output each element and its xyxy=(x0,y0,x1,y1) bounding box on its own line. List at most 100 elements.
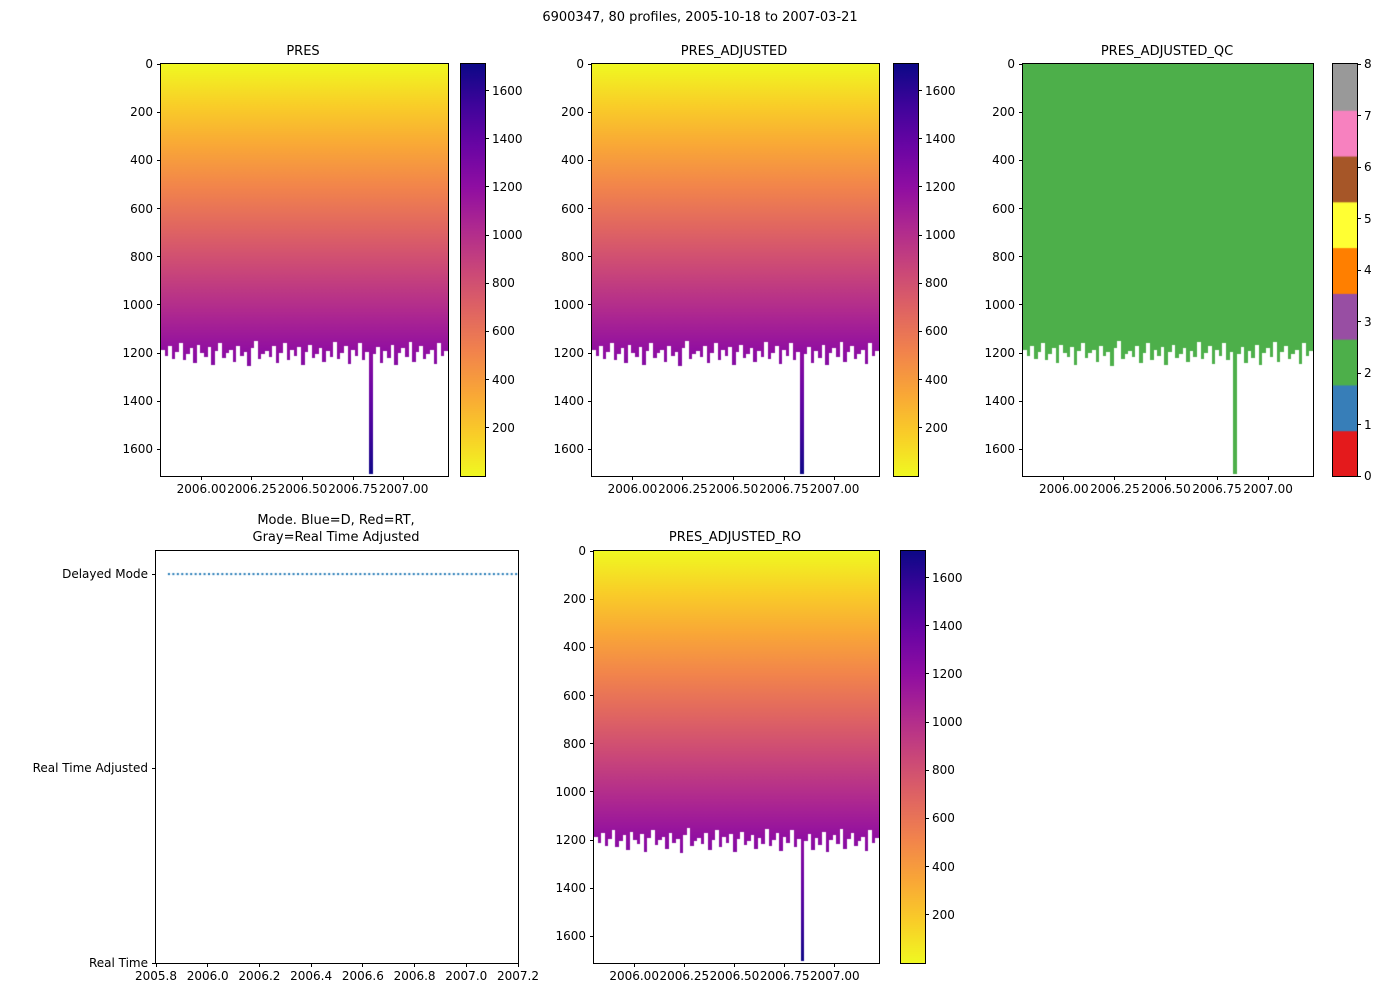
tick-mark xyxy=(925,914,929,916)
tick-mark xyxy=(517,963,519,967)
tick-mark xyxy=(1216,476,1218,480)
tick-mark xyxy=(485,427,489,429)
tick-mark xyxy=(590,695,594,697)
tick-mark xyxy=(631,476,633,480)
tick-label: 2006.50 xyxy=(1141,482,1191,496)
pres-colorbar: 200 400 600 800 1000 1200 1400 1600 xyxy=(460,63,523,477)
tick-mark xyxy=(918,186,922,188)
tick-mark xyxy=(918,138,922,140)
tick-label: 600 xyxy=(992,201,1015,216)
tick-mark xyxy=(1357,424,1361,425)
tick-mark xyxy=(918,90,922,91)
tick-mark xyxy=(1357,218,1361,219)
tick-label: 600 xyxy=(925,324,948,339)
tick-label: 200 xyxy=(561,105,584,120)
tick-mark xyxy=(157,208,161,210)
tick-mark xyxy=(588,159,592,161)
pres-colorbar-canvas xyxy=(461,64,485,476)
tick-mark xyxy=(157,304,161,306)
tick-mark xyxy=(1357,475,1361,477)
tick-label: 200 xyxy=(992,105,1015,120)
pres-adjusted-title: PRES_ADJUSTED xyxy=(680,44,788,59)
tick-mark xyxy=(485,90,489,91)
tick-label: 1000 xyxy=(932,715,963,730)
tick-label: 7 xyxy=(1364,108,1372,123)
tick-mark xyxy=(1019,352,1023,354)
tick-mark xyxy=(590,887,594,889)
tick-label: 0 xyxy=(145,57,153,71)
tick-mark xyxy=(633,963,635,967)
tick-mark xyxy=(485,234,489,236)
tick-mark xyxy=(1357,321,1361,322)
tick-mark xyxy=(157,111,161,113)
tick-label: 2007.00 xyxy=(378,482,429,496)
tick-label: 2006.0 xyxy=(186,969,229,983)
tick-label: 1200 xyxy=(553,346,584,361)
pres-adjusted-qc-colorbar-canvas xyxy=(1333,64,1357,476)
tick-label: 200 xyxy=(932,907,955,922)
tick-mark xyxy=(1019,208,1023,210)
tick-label: 1200 xyxy=(555,833,586,848)
tick-mark xyxy=(925,577,929,578)
tick-label: 1000 xyxy=(553,297,584,312)
pres-adjusted-ro-colorbar: 200 400 600 800 1000 1200 1400 1600 xyxy=(900,550,963,964)
pres-adjusted-qc-colorbar: 0 1 2 3 4 5 6 7 8 xyxy=(1332,58,1372,482)
tick-mark xyxy=(414,963,416,967)
tick-label: 800 xyxy=(932,763,955,778)
tick-label: 2006.50 xyxy=(277,482,328,496)
pres-adjusted-colorbar: 200 400 600 800 1000 1200 1400 1600 xyxy=(893,63,956,477)
tick-label: 1200 xyxy=(932,666,963,681)
tick-label: 1000 xyxy=(984,297,1015,312)
tick-mark xyxy=(834,476,836,480)
tick-label: 400 xyxy=(925,372,948,387)
mode-scatter-canvas xyxy=(156,551,518,963)
tick-mark xyxy=(157,400,161,402)
tick-mark xyxy=(588,304,592,306)
tick-label: 2 xyxy=(1364,366,1372,380)
tick-label: 1600 xyxy=(932,570,963,585)
pres-adjusted-heatmap: 0 200 400 600 800 1000 1200 1400 1600 2006.00 2006… xyxy=(553,58,880,495)
tick-mark xyxy=(157,448,161,450)
tick-label: 1400 xyxy=(925,131,956,146)
pres-heatmap: 0 200 400 600 800 1000 1200 1400 1600 2006.00 2006… xyxy=(122,58,449,495)
tick-mark xyxy=(155,963,157,967)
tick-label: 2006.2 xyxy=(238,969,281,983)
tick-label: 400 xyxy=(563,640,586,655)
mode-title-line2: Gray=Real Time Adjusted xyxy=(252,530,420,545)
tick-label: 400 xyxy=(932,859,955,874)
tick-mark xyxy=(403,476,405,480)
tick-mark xyxy=(152,962,156,964)
tick-label: 1400 xyxy=(122,394,153,409)
tick-label: 400 xyxy=(992,153,1015,168)
tick-mark xyxy=(925,625,929,627)
tick-label: 400 xyxy=(561,153,584,168)
tick-label: 1600 xyxy=(925,83,956,98)
tick-mark xyxy=(485,379,489,381)
tick-label: 1200 xyxy=(492,179,523,194)
tick-mark xyxy=(1165,476,1167,480)
tick-label: 1200 xyxy=(984,346,1015,361)
tick-mark xyxy=(588,111,592,113)
tick-mark xyxy=(1019,63,1023,65)
tick-label: 1000 xyxy=(925,228,956,243)
tick-mark xyxy=(590,935,594,937)
tick-mark xyxy=(925,673,929,675)
tick-mark xyxy=(590,646,594,648)
tick-label: 4 xyxy=(1364,263,1372,277)
tick-mark xyxy=(682,476,684,480)
tick-label: 400 xyxy=(130,153,153,168)
tick-label: 1400 xyxy=(932,618,963,633)
tick-label: 2006.00 xyxy=(176,482,227,496)
tick-mark xyxy=(834,963,836,967)
tick-mark xyxy=(588,208,592,210)
tick-mark xyxy=(925,769,929,771)
tick-mark xyxy=(590,598,594,600)
tick-label: 0 xyxy=(1007,57,1015,71)
tick-mark xyxy=(918,330,922,332)
tick-label: 1 xyxy=(1364,417,1372,432)
tick-mark xyxy=(588,448,592,450)
tick-mark xyxy=(732,476,734,480)
tick-label: 2006.00 xyxy=(609,969,659,983)
tick-label: 2007.00 xyxy=(809,482,860,496)
